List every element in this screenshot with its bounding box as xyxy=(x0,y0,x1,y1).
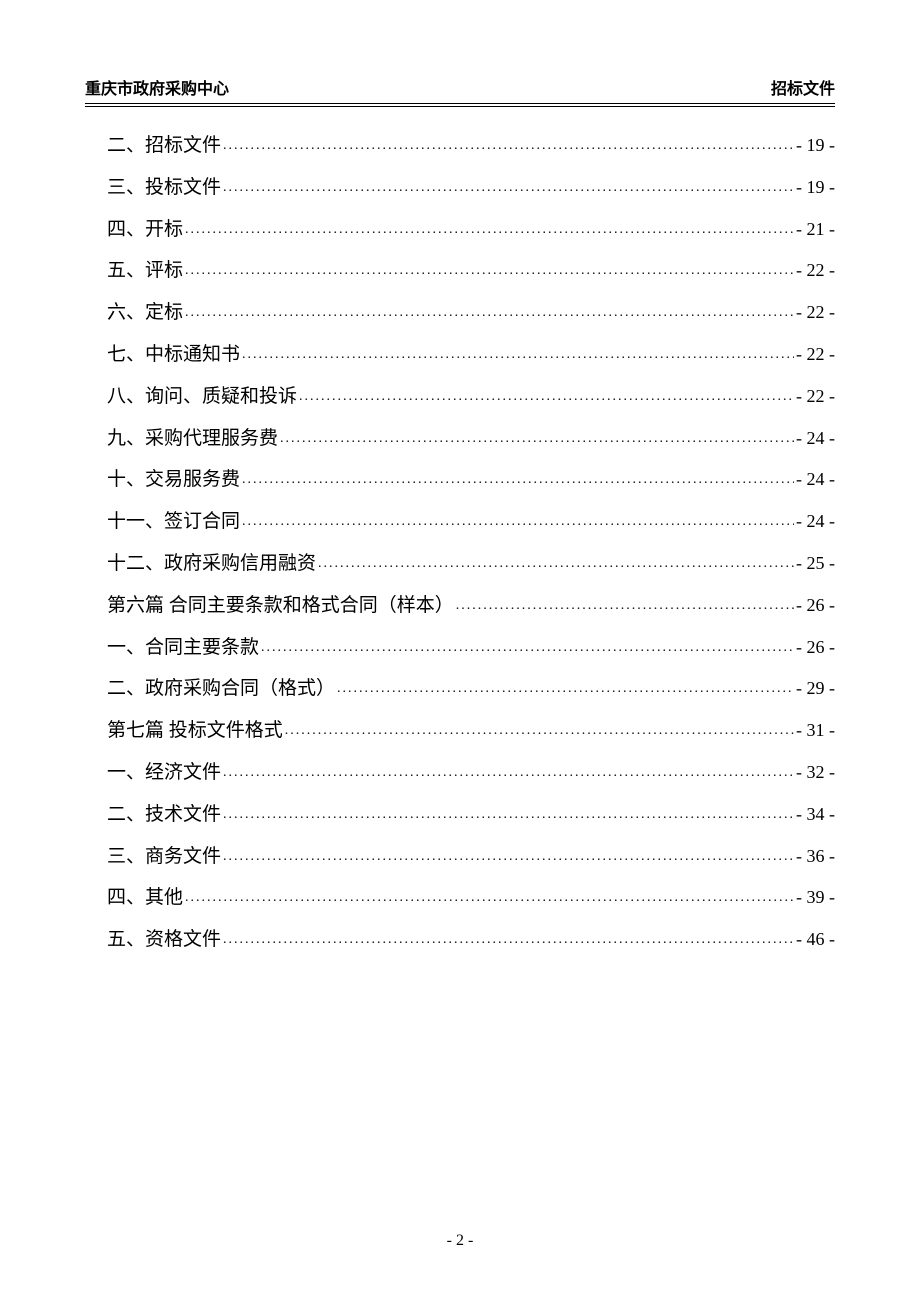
toc-dots xyxy=(223,131,794,162)
toc-dots xyxy=(280,424,794,455)
toc-title: 第七篇 投标文件格式 xyxy=(107,710,283,752)
toc-title: 一、合同主要条款 xyxy=(107,627,259,669)
toc-entry: 五、评标 - 22 - xyxy=(107,250,835,292)
toc-dots xyxy=(223,842,794,873)
toc-entry: 七、中标通知书 - 22 - xyxy=(107,334,835,376)
toc-title: 二、技术文件 xyxy=(107,794,221,836)
toc-entry: 四、开标 - 21 - xyxy=(107,209,835,251)
page-number: - 2 - xyxy=(0,1232,920,1250)
toc-page: - 24 - xyxy=(796,502,835,542)
toc-title: 六、定标 xyxy=(107,292,183,334)
toc-page: - 22 - xyxy=(796,335,835,375)
toc-title: 十一、签订合同 xyxy=(107,501,240,543)
toc-dots xyxy=(223,173,794,204)
toc-title: 三、投标文件 xyxy=(107,167,221,209)
header-left: 重庆市政府采购中心 xyxy=(85,75,229,99)
toc-page: - 34 - xyxy=(796,795,835,835)
toc-entry: 三、商务文件 - 36 - xyxy=(107,836,835,878)
toc-dots xyxy=(456,591,794,622)
toc-entry: 第六篇 合同主要条款和格式合同（样本） - 26 - xyxy=(107,585,835,627)
toc-title: 九、采购代理服务费 xyxy=(107,418,278,460)
header-divider xyxy=(85,103,835,107)
toc-page: - 26 - xyxy=(796,628,835,668)
toc-entry: 二、政府采购合同（格式） - 29 - xyxy=(107,668,835,710)
toc-entry: 一、经济文件 - 32 - xyxy=(107,752,835,794)
toc-title: 八、询问、质疑和投诉 xyxy=(107,376,297,418)
toc-title: 五、资格文件 xyxy=(107,919,221,961)
toc-dots xyxy=(185,883,794,914)
toc-page: - 32 - xyxy=(796,753,835,793)
toc-entry: 三、投标文件 - 19 - xyxy=(107,167,835,209)
toc-entry: 九、采购代理服务费 - 24 - xyxy=(107,418,835,460)
toc-page: - 22 - xyxy=(796,293,835,333)
toc-title: 二、招标文件 xyxy=(107,125,221,167)
toc-page: - 29 - xyxy=(796,669,835,709)
toc-page: - 25 - xyxy=(796,544,835,584)
toc-title: 三、商务文件 xyxy=(107,836,221,878)
toc-page: - 31 - xyxy=(796,711,835,751)
toc-page: - 21 - xyxy=(796,210,835,250)
header-right: 招标文件 xyxy=(771,75,835,99)
toc-page: - 26 - xyxy=(796,586,835,626)
toc-entry: 六、定标 - 22 - xyxy=(107,292,835,334)
toc-dots xyxy=(185,215,794,246)
toc-dots xyxy=(299,382,794,413)
toc-page: - 22 - xyxy=(796,251,835,291)
toc-entry: 十二、政府采购信用融资 - 25 - xyxy=(107,543,835,585)
toc-entry: 二、技术文件 - 34 - xyxy=(107,794,835,836)
toc-entry: 第七篇 投标文件格式 - 31 - xyxy=(107,710,835,752)
toc-entry: 五、资格文件 - 46 - xyxy=(107,919,835,961)
toc-entry: 四、其他 - 39 - xyxy=(107,877,835,919)
toc-dots xyxy=(318,549,794,580)
toc-dots xyxy=(223,758,794,789)
toc-page: - 46 - xyxy=(796,920,835,960)
toc-title: 十、交易服务费 xyxy=(107,459,240,501)
toc-title: 四、开标 xyxy=(107,209,183,251)
toc-page: - 39 - xyxy=(796,878,835,918)
toc-dots xyxy=(261,633,794,664)
toc-dots xyxy=(242,340,794,371)
toc-dots xyxy=(337,674,794,705)
table-of-contents: 二、招标文件 - 19 - 三、投标文件 - 19 - 四、开标 - 21 - … xyxy=(85,125,835,961)
toc-title: 二、政府采购合同（格式） xyxy=(107,668,335,710)
toc-title: 十二、政府采购信用融资 xyxy=(107,543,316,585)
toc-entry: 八、询问、质疑和投诉 - 22 - xyxy=(107,376,835,418)
toc-page: - 19 - xyxy=(796,126,835,166)
toc-page: - 22 - xyxy=(796,377,835,417)
toc-page: - 24 - xyxy=(796,460,835,500)
toc-entry: 二、招标文件 - 19 - xyxy=(107,125,835,167)
document-page: 重庆市政府采购中心 招标文件 二、招标文件 - 19 - 三、投标文件 - 19… xyxy=(0,0,920,1302)
toc-title: 第六篇 合同主要条款和格式合同（样本） xyxy=(107,585,454,627)
toc-entry: 十一、签订合同 - 24 - xyxy=(107,501,835,543)
toc-dots xyxy=(285,716,794,747)
toc-dots xyxy=(185,298,794,329)
toc-title: 四、其他 xyxy=(107,877,183,919)
toc-page: - 36 - xyxy=(796,837,835,877)
toc-page: - 19 - xyxy=(796,168,835,208)
toc-dots xyxy=(223,800,794,831)
page-header: 重庆市政府采购中心 招标文件 xyxy=(85,75,835,103)
toc-title: 五、评标 xyxy=(107,250,183,292)
toc-entry: 一、合同主要条款 - 26 - xyxy=(107,627,835,669)
toc-dots xyxy=(242,507,794,538)
toc-dots xyxy=(242,465,794,496)
toc-dots xyxy=(223,925,794,956)
toc-title: 一、经济文件 xyxy=(107,752,221,794)
toc-dots xyxy=(185,256,794,287)
toc-title: 七、中标通知书 xyxy=(107,334,240,376)
toc-page: - 24 - xyxy=(796,419,835,459)
toc-entry: 十、交易服务费 - 24 - xyxy=(107,459,835,501)
